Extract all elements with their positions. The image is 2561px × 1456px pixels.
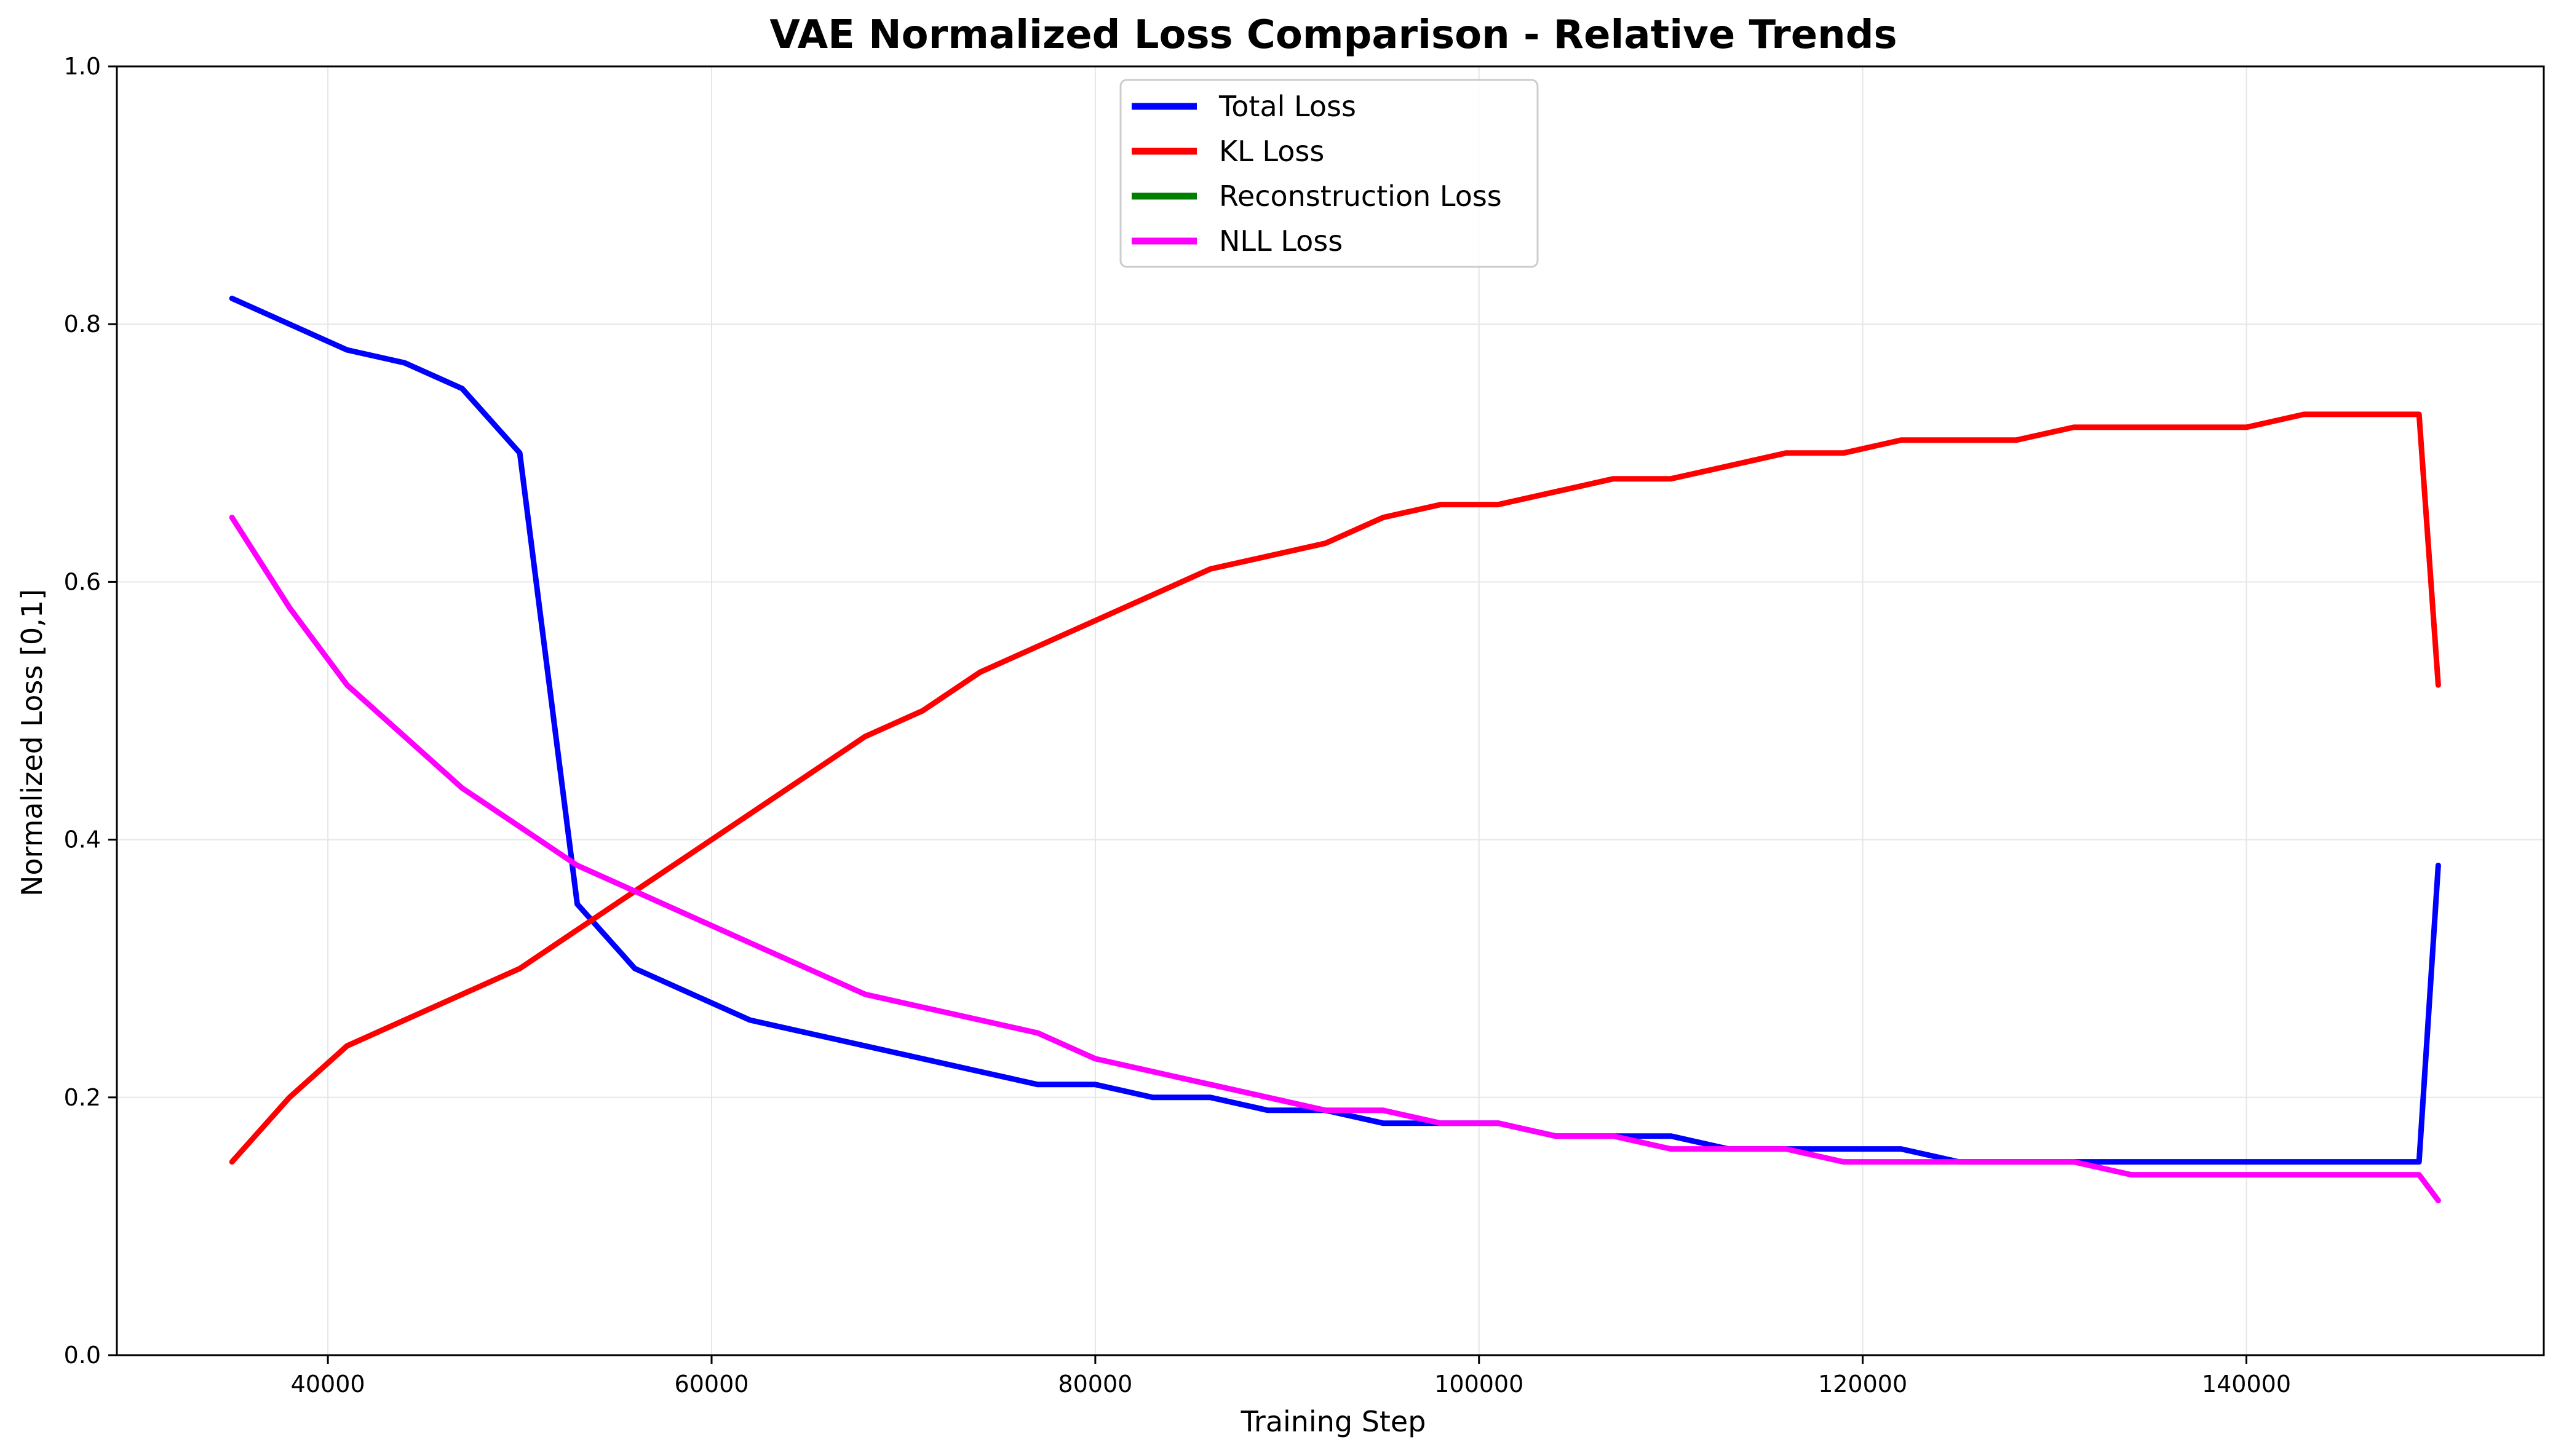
y-tick-label: 0.8 [64, 311, 101, 338]
legend: Total Loss KL Loss Reconstruction Loss NLL … [1119, 79, 1539, 268]
x-tick-label: 60000 [675, 1371, 749, 1398]
legend-label-kl-loss: KL Loss [1219, 135, 1324, 168]
y-axis-label: Normalized Loss [0,1] [15, 589, 49, 896]
legend-label-total-loss: Total Loss [1218, 90, 1356, 123]
y-tick-label: 0.6 [64, 568, 101, 595]
series-line-kl-loss [229, 411, 2441, 1165]
axis-ticks: 40000 60000 80000 100000 120000 140000 0.0 0.2 0… [64, 53, 2291, 1398]
x-tick-label: 40000 [291, 1371, 365, 1398]
x-axis-label: Training Step [1241, 1405, 1426, 1438]
y-tick-label: 0.2 [64, 1084, 101, 1111]
legend-label-nll-loss: NLL Loss [1219, 224, 1343, 258]
y-tick-label: 1.0 [64, 53, 101, 80]
legend-label-reconstruction-loss: Reconstruction Loss [1219, 180, 1502, 213]
y-tick-label: 0.4 [64, 826, 101, 853]
chart-title: VAE Normalized Loss Comparison - Relativ… [769, 12, 1897, 58]
x-tick-label: 120000 [1818, 1371, 1907, 1398]
x-tick-label: 100000 [1434, 1371, 1523, 1398]
series-lines [229, 295, 2441, 1203]
series-line-nll-loss [229, 515, 2441, 1203]
x-tick-label: 80000 [1058, 1371, 1132, 1398]
y-tick-label: 0.0 [64, 1342, 101, 1369]
legend-box [1119, 79, 1539, 268]
x-tick-label: 140000 [2202, 1371, 2291, 1398]
series-line-total-loss [229, 295, 2441, 1165]
plot-frame [116, 65, 2545, 1356]
